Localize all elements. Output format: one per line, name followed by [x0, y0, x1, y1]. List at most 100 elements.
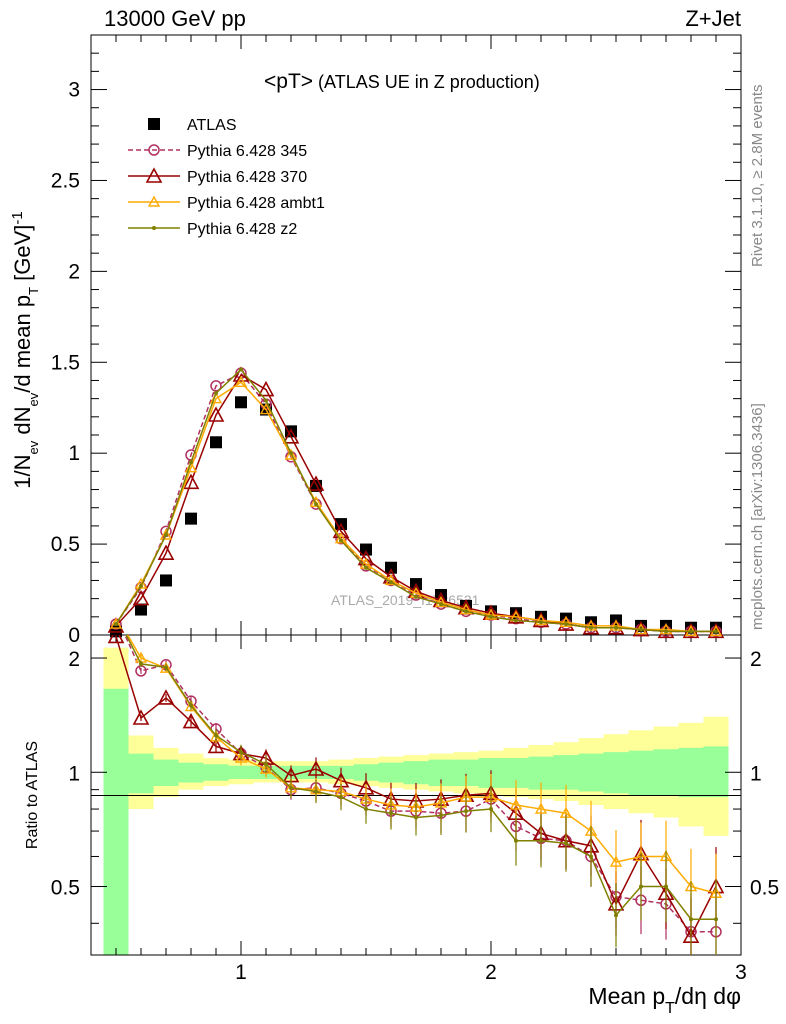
data-point — [589, 625, 593, 630]
legend: ATLAS Pythia 6.428 345 Pythia 6.428 370 Pyt… — [128, 117, 325, 238]
data-point — [114, 622, 118, 627]
data-point — [364, 565, 368, 570]
data-point — [664, 629, 668, 634]
main-y-tick-label: 2.5 — [51, 169, 80, 192]
data-point — [289, 451, 293, 456]
ratio-point — [189, 703, 193, 708]
ratio-point — [639, 884, 643, 889]
stat-uncertainty-bin — [603, 752, 629, 794]
data-point — [259, 403, 273, 415]
stat-uncertainty-bin — [703, 746, 729, 798]
main-y-tick-label: 0 — [68, 624, 80, 647]
ratio-y-tick-label-right: 0.5 — [750, 877, 779, 900]
legend-label: ATLAS — [187, 117, 237, 134]
data-point — [689, 629, 693, 634]
title-rest: (ATLAS UE in Z production) — [313, 72, 540, 92]
data-point — [434, 595, 448, 607]
ratio-point — [464, 809, 468, 814]
legend-marker — [145, 167, 163, 183]
main-y-tick-label: 1.5 — [51, 351, 80, 374]
data-point — [157, 544, 175, 560]
stat-uncertainty-bin — [553, 755, 579, 790]
data-point — [385, 561, 397, 574]
ratio-point — [589, 854, 593, 859]
stat-uncertainty-bin — [378, 762, 404, 783]
label-part: ev — [26, 392, 41, 406]
data-point — [714, 629, 718, 634]
data-point — [182, 473, 200, 490]
legend-marker — [148, 144, 160, 156]
data-point — [559, 615, 573, 627]
ratio-point — [439, 813, 443, 818]
stat-uncertainty-bin — [228, 765, 254, 780]
ratio-point — [714, 917, 718, 922]
data-point — [414, 594, 418, 599]
ratio-point — [414, 815, 418, 820]
ratio-point — [339, 795, 343, 800]
legend-marker — [147, 195, 161, 207]
ratio-y-tick-label-right: 1 — [750, 762, 762, 785]
main-y-tick-label: 1 — [68, 442, 80, 465]
ratio-point — [534, 802, 548, 814]
data-point — [484, 608, 498, 620]
data-point — [284, 448, 298, 460]
data-point — [534, 614, 548, 626]
legend-label: Pythia 6.428 345 — [187, 143, 307, 160]
label-part: Mean p — [588, 983, 665, 1009]
ratio-point — [234, 751, 248, 763]
stat-uncertainty-bin — [353, 764, 379, 781]
data-point — [139, 583, 143, 588]
data-point — [239, 367, 243, 372]
ratio-point — [389, 811, 393, 816]
main-plot-series — [107, 366, 725, 639]
label-part: /d mean p — [10, 295, 35, 393]
legend-marker — [148, 118, 160, 130]
ratio-point — [307, 760, 325, 776]
x-axis-label: Mean pT/dη dφ — [588, 983, 741, 1017]
ratio-point — [132, 709, 150, 725]
ratio-point — [114, 613, 118, 617]
main-plot-title: <pT> (ATLAS UE in Z production) — [264, 70, 540, 93]
x-tick-label: 2 — [485, 961, 497, 984]
label-part: ev — [26, 440, 41, 454]
data-point — [584, 619, 598, 631]
ratio-point — [314, 789, 318, 794]
data-point — [614, 625, 618, 630]
header-left-label: 13000 GeV pp — [104, 6, 246, 31]
x-tick-label: 3 — [735, 961, 747, 984]
ratio-point — [489, 807, 493, 812]
data-point — [135, 603, 147, 616]
legend-entry: Pythia 6.428 z2 — [128, 221, 297, 238]
data-point — [339, 538, 343, 543]
data-point — [459, 603, 473, 615]
rivet-version-text: Rivet 3.1.10, ≥ 2.8M events — [749, 85, 766, 268]
ratio-y-tick-label-right: 2 — [750, 648, 762, 671]
data-point — [109, 617, 123, 629]
data-point — [234, 375, 248, 387]
data-point — [134, 577, 148, 589]
stat-uncertainty-bin — [403, 761, 429, 785]
label-part: -1 — [9, 211, 26, 224]
legend-entry: ATLAS — [148, 117, 237, 134]
data-point — [210, 436, 222, 449]
ratio-point — [184, 700, 198, 712]
label-part: [GeV] — [10, 225, 35, 287]
ratio-point — [264, 762, 268, 767]
ratio-point — [509, 798, 523, 810]
header-right-label: Z+Jet — [685, 6, 741, 31]
ratio-y-tick-label: 0.5 — [51, 877, 80, 900]
data-point — [160, 574, 172, 587]
data-point — [210, 380, 222, 392]
stat-uncertainty-bin — [678, 747, 704, 798]
ratio-point — [609, 855, 623, 867]
data-point — [464, 609, 468, 614]
data-point — [360, 543, 372, 556]
x-tick-label: 1 — [235, 961, 247, 984]
ratio-plot-series — [107, 613, 725, 955]
data-point — [539, 620, 543, 625]
ratio-y-axis-label: Ratio to ATLAS — [24, 741, 41, 849]
ratio-point — [214, 733, 218, 738]
legend-entry: Pythia 6.428 345 — [128, 143, 307, 160]
data-point — [514, 618, 518, 623]
label-part: T — [26, 287, 41, 295]
